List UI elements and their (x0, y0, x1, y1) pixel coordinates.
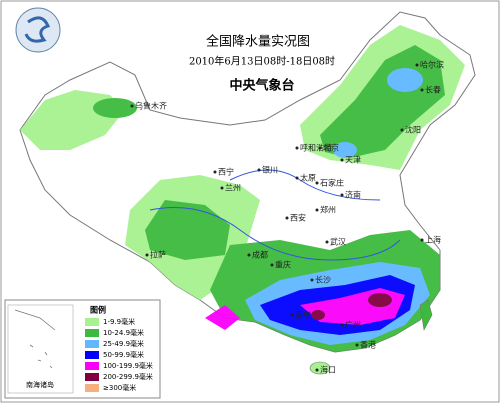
city-label: 石家庄 (320, 178, 344, 188)
city-label: 济南 (345, 190, 361, 200)
rain-25-49 (333, 142, 357, 158)
agency: 中央气象台 (229, 78, 294, 94)
inset-box (7, 304, 74, 394)
city-label: 上海 (425, 235, 441, 245)
city-dot (340, 323, 344, 327)
legend-label: 100-199.9毫米 (103, 361, 153, 370)
city-dot (295, 146, 299, 150)
city-label: 兰州 (225, 183, 241, 193)
city-label: 郑州 (320, 205, 336, 215)
city-dot (315, 181, 319, 185)
taiwan (419, 299, 433, 331)
city-dot (420, 88, 424, 92)
city-dot (145, 253, 149, 257)
city-dot (355, 343, 359, 347)
rain-100-199 (205, 305, 240, 330)
city-label: 太原 (300, 173, 316, 183)
city-label: 重庆 (275, 260, 291, 270)
city-label: 长春 (425, 85, 441, 95)
city-dot (400, 128, 404, 132)
legend-swatch (85, 340, 99, 348)
city-label: 西安 (290, 213, 306, 223)
legend-swatch (85, 351, 99, 359)
city-label: 广州 (345, 320, 361, 330)
rain-25-49 (387, 68, 423, 92)
legend-swatch (85, 362, 99, 370)
legend-swatch (85, 318, 99, 326)
logo (15, 7, 61, 53)
inset-map (14, 309, 56, 369)
rain-areas (20, 25, 465, 352)
city-label: 乌鲁木齐 (135, 101, 167, 111)
legend-label: 200-299.9毫米 (103, 372, 153, 381)
river (229, 169, 381, 201)
legend-swatch (85, 373, 99, 381)
rain-200-299 (368, 293, 392, 307)
city-label: 长沙 (315, 275, 331, 285)
city-label: 沈阳 (405, 125, 421, 135)
city-label: 呼和浩特 (300, 143, 332, 153)
title: 全国降水量实况图 (206, 34, 310, 50)
city-dot (213, 170, 217, 174)
city-dot (318, 146, 322, 150)
inset-label: 南海诸岛 (26, 380, 54, 389)
legend-label: ≥300毫米 (103, 383, 136, 392)
logo-mark (24, 16, 51, 43)
legend-label: 25-49.9毫米 (103, 339, 144, 348)
subtitle: 2010年6月13日08时-18日08时 (189, 55, 335, 68)
city-dot (290, 313, 294, 317)
city-dot (247, 253, 251, 257)
city-dot (310, 278, 314, 282)
city-dot (420, 238, 424, 242)
legend-title: 图例 (90, 305, 106, 315)
city-label: 海口 (320, 365, 336, 375)
city-dot (220, 186, 224, 190)
legend-swatch (85, 329, 99, 337)
city-dot (325, 240, 329, 244)
city-dot (285, 216, 289, 220)
city-label: 西宁 (218, 167, 234, 177)
hainan (309, 361, 331, 375)
city-dot (315, 208, 319, 212)
city-label: 天津 (345, 155, 361, 165)
legend-label: 1-9.9毫米 (103, 317, 135, 326)
city-label: 北京 (323, 143, 339, 153)
legend-label: 50-99.9毫米 (103, 350, 144, 359)
city-dot (340, 158, 344, 162)
city-dot (415, 63, 419, 67)
city-dot (340, 193, 344, 197)
rain-200-299 (311, 310, 325, 320)
legend-swatch (85, 384, 99, 392)
city-dot (270, 263, 274, 267)
city-label: 武汉 (330, 237, 346, 247)
city-label: 银川 (262, 165, 278, 175)
city-label: 哈尔滨 (420, 60, 444, 70)
rain-10-24 (93, 98, 137, 118)
city-dot (315, 368, 319, 372)
city-label: 成都 (252, 250, 268, 260)
city-label: 香港 (360, 340, 376, 350)
city-label: 拉萨 (150, 250, 166, 260)
rain-10-24 (145, 200, 230, 260)
city-dot (257, 168, 261, 172)
city-dot (130, 104, 134, 108)
legend-label: 10-24.9毫米 (103, 328, 144, 337)
city-dot (295, 176, 299, 180)
river (149, 207, 401, 261)
city-label: 南宁 (295, 310, 311, 320)
